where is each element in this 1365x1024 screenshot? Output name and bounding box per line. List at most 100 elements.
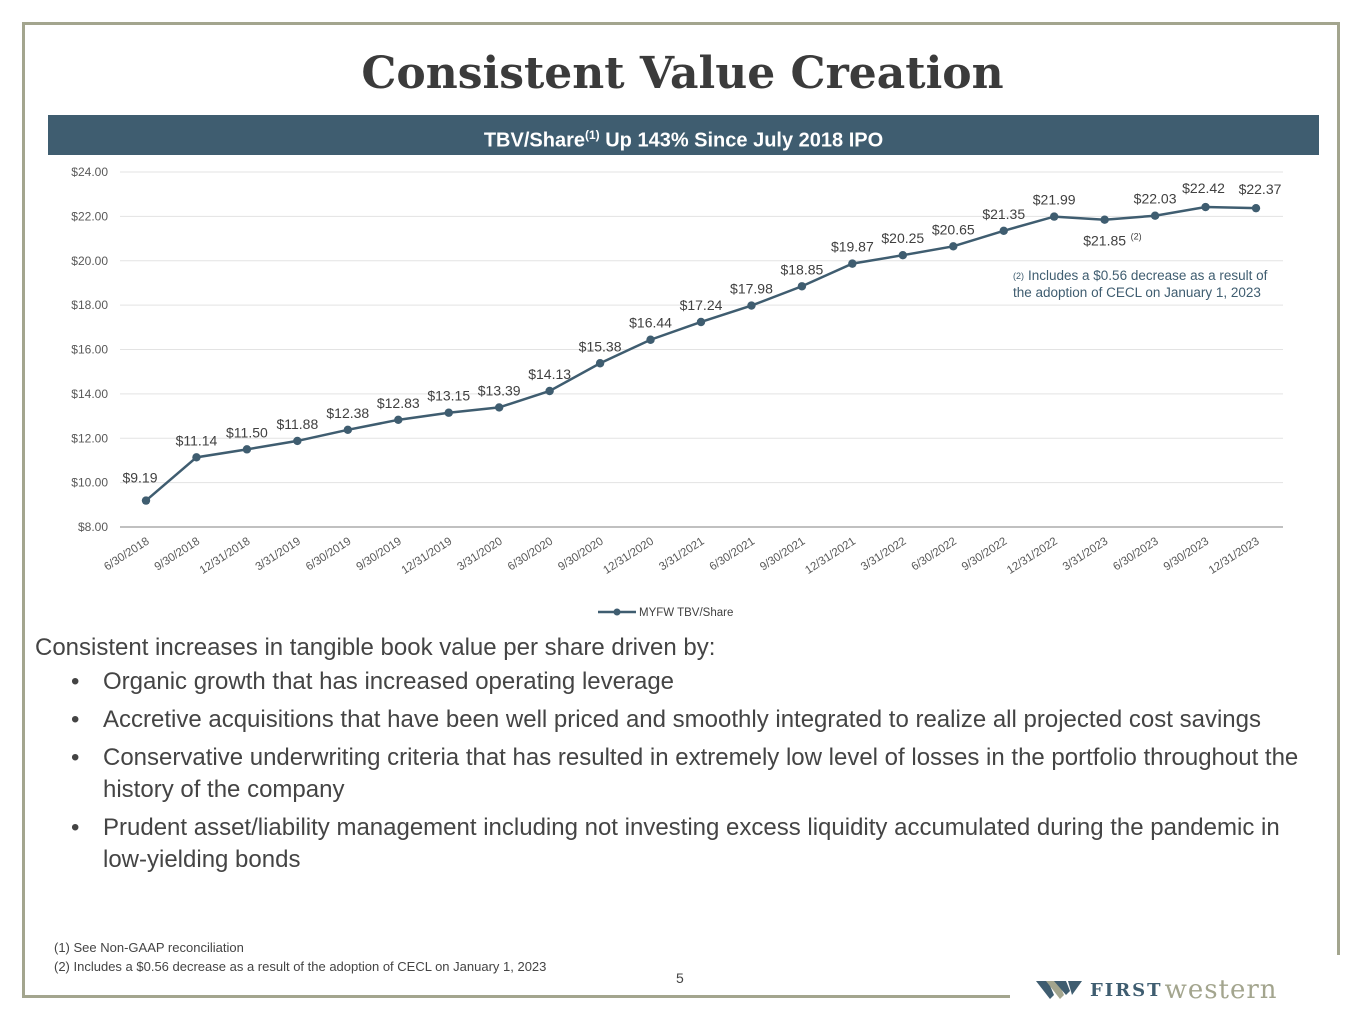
footnote-1: (1) See Non-GAAP reconciliation (54, 940, 244, 955)
data-label: $17.98 (730, 281, 773, 297)
bullet-text: Conservative underwriting criteria that … (103, 744, 1299, 803)
data-point (848, 259, 857, 268)
data-label: $13.15 (427, 388, 470, 404)
x-tick-label: 12/31/2018 (198, 535, 253, 576)
x-tick-label: 9/30/2022 (960, 535, 1009, 573)
data-point (343, 425, 353, 435)
body-intro: Consistent increases in tangible book va… (35, 634, 716, 661)
tbv-line-chart: $8.00 $10.00 $12.00 $14.00 $16.00 $18.00 $20.0… (71, 165, 1283, 619)
data-point (293, 436, 302, 446)
x-tick-label: 12/31/2021 (803, 535, 858, 576)
series-line (145, 205, 1257, 502)
data-point (141, 496, 151, 505)
data-label: $20.25 (881, 230, 924, 246)
data-label: $12.38 (326, 405, 369, 421)
data-label: $22.37 (1239, 181, 1282, 197)
data-point (999, 226, 1008, 235)
data-point (394, 415, 403, 425)
x-tick-label: 12/31/2019 (400, 535, 455, 576)
data-label: $20.65 (932, 221, 975, 237)
data-label: $16.44 (629, 315, 672, 331)
data-label: $21.99 (1033, 192, 1076, 208)
data-point (696, 317, 706, 327)
data-point (898, 251, 908, 260)
data-label: $22.42 (1182, 180, 1225, 196)
data-label: $11.88 (276, 416, 318, 432)
x-tick-label: 3/31/2021 (657, 535, 706, 573)
data-label-footnote-ref: (2) (1131, 232, 1142, 242)
x-tick-label: 12/31/2022 (1005, 535, 1060, 576)
logo-first: FIRST (1090, 979, 1163, 1001)
data-point (444, 408, 453, 417)
banner-suffix: Up 143% Since July 2018 IPO (599, 129, 884, 152)
data-point (747, 301, 756, 310)
x-tick-label: 3/31/2023 (1061, 535, 1110, 573)
data-label: $21.85 (1083, 233, 1126, 249)
x-tick-label: 12/31/2023 (1207, 535, 1262, 576)
list-item: • Conservative underwriting criteria that… (35, 742, 1325, 806)
x-tick-label: 6/30/2019 (304, 535, 353, 573)
x-tick-label: 9/30/2019 (354, 535, 403, 573)
data-label: $11.14 (176, 432, 218, 448)
x-tick-label: 3/31/2020 (455, 535, 504, 573)
y-tick-label: $8.00 (78, 520, 108, 534)
x-tick-label: 9/30/2020 (556, 535, 605, 573)
page-title: Consistent Value Creation (361, 48, 1004, 99)
bullet-dot: • (71, 744, 80, 771)
data-label: $21.35 (982, 206, 1025, 222)
bullet-dot: • (71, 668, 80, 695)
y-tick-label: $16.00 (71, 343, 108, 357)
footnotes: (1) See Non-GAAP reconciliation (2) Incl… (54, 938, 546, 976)
data-label: $15.38 (579, 338, 622, 354)
data-label: $14.13 (528, 366, 571, 382)
bullet-text: Accretive acquisitions that have been we… (103, 706, 1261, 733)
data-label: $13.39 (478, 382, 521, 398)
data-label: $17.24 (680, 297, 723, 313)
list-item: • Accretive acquisitions that have been w… (35, 704, 1325, 736)
data-point (949, 242, 958, 251)
logo-western: western (1164, 975, 1278, 1005)
x-tick-label: 6/30/2018 (102, 535, 151, 573)
bullet-text: Prudent asset/liability management inclu… (103, 814, 1280, 873)
x-tick-label: 6/30/2021 (708, 535, 757, 573)
data-point (1150, 211, 1160, 220)
data-point (545, 386, 554, 396)
banner-prefix: TBV/Share (483, 129, 585, 152)
data-point (192, 453, 201, 462)
bullet-text: Organic growth that has increased operat… (103, 668, 675, 695)
data-label: $11.50 (226, 424, 268, 440)
list-item: • Prudent asset/liability management incl… (35, 812, 1325, 876)
legend-label: MYFW TBV/Share (639, 607, 733, 619)
page-number: 5 (676, 970, 684, 986)
data-point (797, 282, 807, 291)
frame-gap (1010, 990, 1350, 1004)
data-point (646, 335, 655, 344)
footnote-2: (2) Includes a $0.56 decrease as a resul… (54, 959, 547, 974)
data-label: $12.83 (377, 395, 420, 411)
y-tick-label: $10.00 (71, 476, 108, 490)
annotation-line-1: Includes a $0.56 decrease as a result of (1028, 268, 1268, 283)
annotation-marker: (2) (1013, 271, 1024, 281)
y-tick-label: $24.00 (71, 165, 108, 179)
y-tick-label: $12.00 (71, 431, 108, 445)
data-point (494, 403, 504, 412)
y-tick-label: $22.00 (71, 209, 108, 223)
data-point (1201, 202, 1210, 212)
body-text: Consistent increases in tangible book va… (35, 634, 1325, 882)
data-point (1251, 203, 1261, 213)
x-tick-label: 6/30/2022 (909, 535, 958, 573)
data-point (1100, 215, 1109, 224)
data-label: $9.19 (122, 470, 157, 486)
x-tick-label: 3/31/2019 (254, 535, 303, 573)
data-point (242, 445, 252, 454)
annotation-line-2: the adoption of CECL on January 1, 2023 (1013, 285, 1261, 300)
bullet-list: • Organic growth that has increased opera… (35, 666, 1325, 876)
company-logo: FIRST western (1036, 975, 1278, 1005)
y-tick-label: $20.00 (71, 254, 108, 268)
data-point (595, 359, 605, 368)
y-tick-label: $18.00 (71, 298, 108, 312)
y-tick-label: $14.00 (71, 387, 108, 401)
data-label: $19.87 (831, 239, 874, 255)
bullet-dot: • (71, 706, 80, 733)
list-item: • Organic growth that has increased opera… (35, 666, 1325, 698)
